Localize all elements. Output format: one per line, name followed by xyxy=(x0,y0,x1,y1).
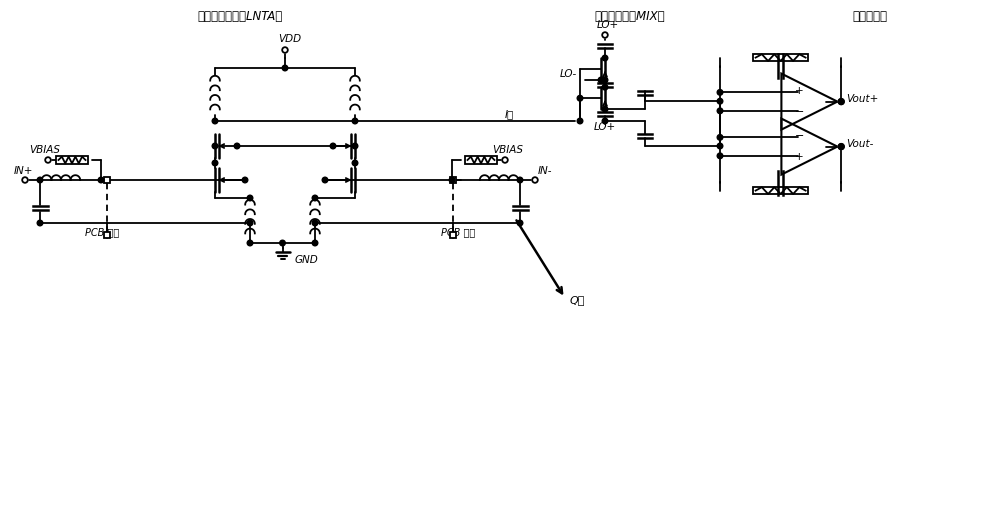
Text: VBIAS: VBIAS xyxy=(30,145,60,155)
Text: LO+: LO+ xyxy=(594,122,616,132)
Bar xyxy=(465,156,497,164)
Circle shape xyxy=(602,55,608,61)
Bar xyxy=(104,177,110,183)
Circle shape xyxy=(838,144,844,149)
Text: −: − xyxy=(795,131,804,142)
Circle shape xyxy=(247,220,253,226)
Circle shape xyxy=(312,220,318,226)
Circle shape xyxy=(717,135,723,140)
Bar xyxy=(753,187,808,194)
Circle shape xyxy=(838,99,844,105)
Circle shape xyxy=(717,90,723,95)
Circle shape xyxy=(502,157,508,163)
Circle shape xyxy=(532,177,538,183)
Circle shape xyxy=(247,195,253,201)
Text: 无源混频器（MIX）: 无源混频器（MIX） xyxy=(595,10,665,23)
Circle shape xyxy=(577,96,583,101)
Circle shape xyxy=(517,177,523,183)
Text: GND: GND xyxy=(294,255,318,265)
Text: Vout+: Vout+ xyxy=(846,93,879,103)
Circle shape xyxy=(352,143,358,149)
Circle shape xyxy=(602,77,608,83)
Circle shape xyxy=(517,220,523,226)
Bar xyxy=(753,54,808,61)
Text: Vout-: Vout- xyxy=(846,139,874,148)
Circle shape xyxy=(312,195,318,201)
Circle shape xyxy=(322,177,328,183)
Circle shape xyxy=(242,177,248,183)
Circle shape xyxy=(449,177,455,183)
Bar xyxy=(450,177,456,183)
Bar xyxy=(104,232,110,238)
Circle shape xyxy=(22,177,28,183)
Circle shape xyxy=(717,98,723,104)
Circle shape xyxy=(212,143,218,149)
Circle shape xyxy=(717,153,723,158)
Circle shape xyxy=(602,118,608,124)
Circle shape xyxy=(37,177,43,183)
Circle shape xyxy=(602,32,608,38)
Circle shape xyxy=(598,77,604,83)
Circle shape xyxy=(717,108,723,114)
Circle shape xyxy=(838,99,844,105)
Text: +: + xyxy=(795,152,804,162)
Text: VDD: VDD xyxy=(278,34,302,44)
Text: LO+: LO+ xyxy=(597,20,619,30)
Bar xyxy=(450,232,456,238)
Circle shape xyxy=(37,220,43,226)
Text: LO-: LO- xyxy=(560,69,577,79)
Text: 跨阻放大器: 跨阻放大器 xyxy=(852,10,888,23)
Circle shape xyxy=(838,144,844,149)
Bar xyxy=(56,156,88,164)
Circle shape xyxy=(212,160,218,166)
Text: Q路: Q路 xyxy=(570,295,585,305)
Circle shape xyxy=(602,84,608,90)
Text: IN-: IN- xyxy=(538,166,552,176)
Circle shape xyxy=(280,240,285,246)
Circle shape xyxy=(282,65,288,71)
Text: PCB 芯片: PCB 芯片 xyxy=(85,227,119,237)
Text: VBIAS: VBIAS xyxy=(492,145,524,155)
Circle shape xyxy=(330,143,336,149)
Circle shape xyxy=(282,47,288,53)
Text: −: − xyxy=(795,107,804,117)
Text: I路: I路 xyxy=(505,109,514,119)
Circle shape xyxy=(247,240,253,246)
Circle shape xyxy=(352,160,358,166)
Text: PCB 芯片: PCB 芯片 xyxy=(441,227,475,237)
Circle shape xyxy=(98,177,104,183)
Circle shape xyxy=(45,157,51,163)
Text: 低噪声放大器（LNTA）: 低噪声放大器（LNTA） xyxy=(197,10,283,23)
Circle shape xyxy=(577,118,583,124)
Text: IN+: IN+ xyxy=(13,166,33,176)
Circle shape xyxy=(352,118,358,124)
Circle shape xyxy=(234,143,240,149)
Text: +: + xyxy=(795,87,804,96)
Circle shape xyxy=(312,240,318,246)
Circle shape xyxy=(602,107,608,112)
Circle shape xyxy=(717,143,723,149)
Circle shape xyxy=(212,118,218,124)
